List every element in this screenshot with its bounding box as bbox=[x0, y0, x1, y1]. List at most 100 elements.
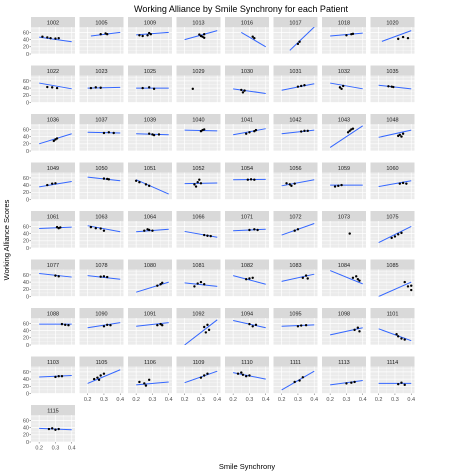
data-point bbox=[400, 337, 403, 340]
facet-panel: 1095 bbox=[273, 308, 318, 346]
panel-background bbox=[322, 269, 366, 297]
data-point bbox=[400, 135, 403, 138]
facet-strip-label: 1054 bbox=[241, 166, 253, 172]
data-point bbox=[99, 86, 102, 89]
facet-panel: 1114 0.2 0.3 0.4 bbox=[370, 356, 415, 403]
facet-strip-label: 1016 bbox=[241, 20, 253, 26]
trend-line bbox=[135, 179, 169, 195]
data-point bbox=[301, 276, 305, 279]
x-tick-label: 0.2 bbox=[375, 397, 383, 403]
facet-strip-label: 1078 bbox=[95, 263, 107, 269]
facet-strip-label: 1064 bbox=[144, 214, 156, 220]
data-point bbox=[300, 324, 303, 327]
facet-panel: 1020 bbox=[370, 17, 415, 55]
panel-background bbox=[31, 27, 75, 54]
x-tick-label: 0.3 bbox=[343, 397, 351, 403]
facet-strip bbox=[128, 259, 172, 270]
data-point bbox=[248, 131, 251, 134]
data-point bbox=[144, 384, 148, 387]
trend-line bbox=[378, 84, 412, 90]
facet-strip-label: 1049 bbox=[47, 166, 59, 172]
data-point bbox=[147, 228, 151, 232]
data-point bbox=[333, 185, 337, 188]
panel-background bbox=[176, 75, 221, 103]
facet-strip bbox=[322, 65, 366, 76]
y-tick-label: 40 bbox=[23, 38, 29, 44]
chart-title: Working Alliance by Smile Synchrony for … bbox=[134, 4, 348, 14]
trend-line bbox=[289, 27, 315, 51]
facet-strip-label: 1022 bbox=[47, 69, 59, 75]
facet-panel: 1066 bbox=[176, 211, 221, 249]
panel-background bbox=[79, 366, 124, 394]
panel-background bbox=[273, 124, 318, 151]
panel-background bbox=[79, 27, 124, 54]
facet-strip-label: 1040 bbox=[192, 117, 204, 123]
facet-strip-label: 1039 bbox=[144, 117, 156, 123]
facet-strip-label: 1111 bbox=[290, 360, 301, 366]
facet-strip bbox=[176, 259, 221, 270]
facet-strip bbox=[273, 308, 318, 318]
data-point bbox=[203, 128, 206, 131]
panel-background bbox=[176, 221, 221, 248]
data-point bbox=[296, 325, 300, 328]
data-point bbox=[254, 323, 258, 327]
y-tick-label: 0 bbox=[26, 52, 29, 58]
trend-line bbox=[136, 322, 169, 327]
data-point bbox=[196, 181, 199, 184]
data-point bbox=[253, 178, 256, 181]
facet-strip bbox=[225, 308, 269, 318]
data-point bbox=[89, 86, 93, 90]
y-tick-label: 60 bbox=[23, 418, 29, 424]
data-point bbox=[253, 228, 256, 231]
x-tick-label: 0.2 bbox=[229, 397, 237, 403]
facet-strip-label: 1101 bbox=[387, 311, 399, 317]
facet-panel: 1080 bbox=[128, 259, 172, 297]
data-point bbox=[254, 128, 258, 132]
y-tick-label: 60 bbox=[23, 321, 29, 327]
panel-background bbox=[31, 172, 75, 200]
panel-background bbox=[225, 172, 269, 200]
facet-panel: 1030 bbox=[225, 65, 269, 103]
data-point bbox=[50, 182, 54, 185]
panel-background bbox=[128, 27, 172, 54]
data-point bbox=[345, 34, 348, 37]
data-point bbox=[403, 383, 406, 387]
facet-strip-label: 1009 bbox=[144, 20, 156, 26]
facet-strip-label: 1115 bbox=[47, 408, 58, 414]
facet-strip-label: 1073 bbox=[338, 214, 350, 220]
panel-background bbox=[273, 318, 318, 345]
panel-background bbox=[273, 75, 318, 103]
data-point bbox=[303, 84, 306, 87]
data-point bbox=[99, 374, 102, 377]
data-point bbox=[338, 86, 342, 89]
facet-panel: 1054 bbox=[225, 162, 269, 200]
panel-background bbox=[79, 318, 124, 345]
facet-strip-label: 1088 bbox=[47, 311, 59, 317]
data-point bbox=[147, 184, 151, 188]
y-tick-label: 60 bbox=[23, 127, 29, 133]
data-point bbox=[143, 229, 146, 232]
panel-background bbox=[128, 124, 172, 151]
facet-strip-label: 1036 bbox=[47, 117, 59, 123]
data-point bbox=[410, 284, 413, 287]
data-point bbox=[248, 322, 251, 326]
x-tick-label: 0.3 bbox=[294, 397, 302, 403]
x-tick-label: 0.2 bbox=[84, 397, 92, 403]
facet-strip bbox=[79, 259, 124, 270]
facet-panel: 1029 bbox=[176, 65, 221, 103]
data-point bbox=[351, 32, 355, 36]
data-point bbox=[99, 33, 102, 36]
facet-strip bbox=[225, 162, 269, 173]
data-point bbox=[244, 375, 248, 378]
x-axis-title: Smile Synchrony bbox=[219, 462, 276, 471]
facet-strip bbox=[31, 211, 75, 221]
data-point bbox=[102, 372, 106, 375]
facet-panel: 1040 bbox=[176, 114, 221, 152]
data-point bbox=[244, 278, 248, 281]
facet-strip-label: 1071 bbox=[241, 214, 253, 220]
facet-strip-label: 1106 bbox=[144, 360, 156, 366]
panel-background bbox=[128, 221, 172, 248]
data-point bbox=[298, 379, 301, 382]
data-point bbox=[296, 42, 300, 46]
x-tick-label: 0.3 bbox=[149, 397, 157, 403]
